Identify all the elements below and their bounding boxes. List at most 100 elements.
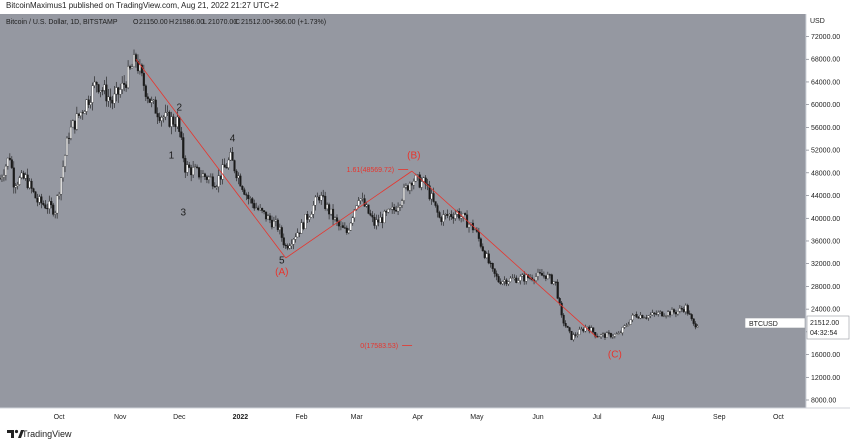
btc-chart[interactable]: Bitcoin / U.S. Dollar, 1D, BITSTAMP O 21…: [0, 14, 850, 424]
candle-body: [201, 173, 205, 177]
candle: [77, 113, 80, 119]
candle-body: [387, 209, 390, 213]
candle: [38, 194, 41, 205]
last-price-badge[interactable]: BTCUSD 21512.00 04:32:54: [744, 315, 850, 340]
candle-body: [8, 157, 11, 160]
candle-body: [503, 279, 506, 282]
candle: [670, 307, 674, 316]
x-tick-label: Feb: [295, 414, 307, 421]
candle: [12, 161, 15, 194]
candle-body: [71, 120, 74, 128]
candle: [235, 169, 238, 182]
candle-body: [190, 167, 193, 176]
time-axis[interactable]: Oct Nov Dec 2022 Feb Mar Apr May Jun Jul Aug Sep Oct: [54, 414, 784, 421]
candle-body: [314, 196, 317, 206]
candle-body: [542, 275, 545, 277]
candle-body: [278, 227, 281, 230]
candle: [613, 333, 616, 339]
candle: [680, 305, 683, 313]
price-scale-background: [806, 14, 850, 408]
candle-body: [130, 66, 134, 69]
candle: [276, 218, 279, 232]
candle-body: [140, 64, 143, 74]
candle-body: [160, 117, 163, 121]
candle-body: [257, 207, 260, 210]
candle: [349, 222, 352, 231]
candle-body: [670, 309, 674, 316]
ohlc-open-label: O: [133, 19, 139, 26]
y-tick-label: 12000.00: [811, 375, 840, 382]
candle: [438, 210, 441, 219]
chart-panel[interactable]: Bitcoin / U.S. Dollar, 1D, BITSTAMP O 21…: [0, 14, 850, 424]
trend-lines: [135, 58, 598, 338]
candle: [400, 198, 404, 209]
candle: [544, 275, 547, 282]
candle-body: [38, 196, 41, 203]
candle: [85, 98, 88, 115]
candle-body: [188, 164, 191, 168]
candle-body: [75, 113, 78, 130]
candle-body: [304, 214, 307, 229]
candle: [97, 83, 100, 94]
candle: [398, 204, 402, 211]
candle: [129, 64, 132, 70]
candle-body: [554, 281, 557, 283]
candle-body: [355, 205, 358, 210]
candle: [81, 109, 84, 120]
candle: [578, 326, 581, 335]
candle: [36, 193, 39, 207]
candle-body: [621, 327, 624, 334]
candle: [517, 277, 520, 284]
candle: [617, 330, 620, 335]
candle-body: [627, 324, 630, 326]
wave-label: 4: [230, 134, 236, 145]
candle-body: [400, 200, 404, 206]
candle-body: [404, 185, 408, 188]
candle-body: [26, 174, 29, 188]
candle-body: [97, 84, 100, 93]
candle-body: [115, 87, 118, 95]
candle: [395, 205, 398, 213]
candle: [73, 120, 76, 134]
candle: [497, 274, 500, 283]
candle-body: [32, 188, 35, 192]
candle: [162, 115, 165, 123]
candle-body: [339, 225, 342, 227]
x-tick-label: Jun: [532, 414, 543, 421]
candle: [26, 168, 29, 190]
candle: [574, 332, 577, 338]
candle-body: [357, 200, 360, 206]
candle-body: [302, 222, 305, 229]
candle: [373, 213, 376, 229]
candle: [190, 164, 193, 182]
candle: [44, 200, 47, 209]
candle: [231, 147, 234, 161]
candle: [205, 175, 208, 184]
candle: [489, 260, 492, 268]
candle: [6, 157, 9, 170]
candle: [95, 81, 98, 93]
candle: [397, 202, 400, 216]
candle: [651, 309, 654, 316]
candle-body: [121, 82, 124, 90]
candle: [391, 202, 394, 214]
candle-body: [318, 196, 321, 201]
candle: [503, 276, 506, 286]
candle-body: [363, 198, 366, 207]
candle: [83, 110, 86, 114]
candle-body: [22, 172, 25, 179]
candle: [428, 180, 431, 201]
candle: [294, 233, 297, 243]
candle-body: [231, 152, 234, 161]
candle-body: [464, 213, 467, 215]
candle-body: [266, 215, 270, 220]
candle: [393, 203, 396, 215]
candle-body: [12, 167, 15, 188]
candle-body: [105, 84, 108, 102]
candle: [649, 312, 652, 319]
candle-body: [274, 219, 277, 222]
candle-body: [592, 327, 595, 333]
candle-body: [30, 180, 33, 189]
candle-body: [241, 185, 244, 190]
price-axis[interactable]: 72000.00 68000.00 64000.00 60000.00 56000.00…: [806, 34, 840, 405]
